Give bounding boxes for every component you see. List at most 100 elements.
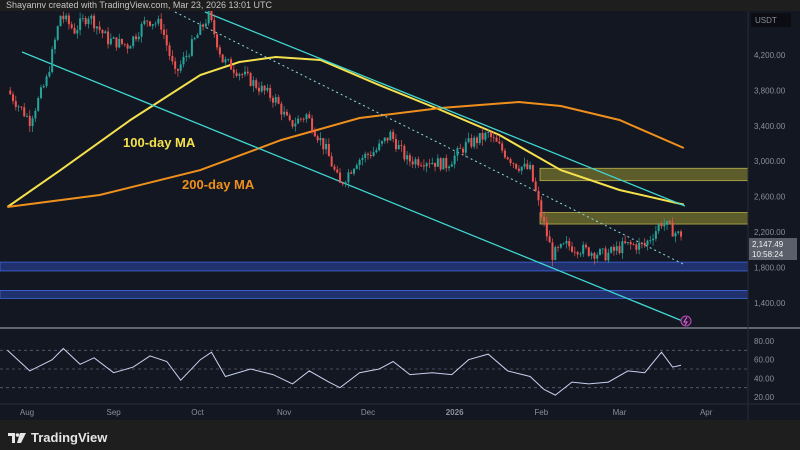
ma100-line[interactable]: [6, 55, 685, 208]
candle: [596, 252, 599, 263]
candle-body: [383, 137, 386, 142]
candle: [571, 241, 574, 253]
candle: [540, 196, 543, 221]
candle: [118, 33, 121, 49]
time-tick-label: 2026: [446, 408, 464, 417]
price-axis[interactable]: 4,200.00 3,800.00 3,400.00 3,000.00 2,600.00…: [754, 51, 786, 308]
candle-body: [266, 87, 269, 91]
candle-body: [327, 144, 330, 157]
candle-body: [366, 153, 369, 155]
candle-body: [543, 216, 546, 223]
candle: [90, 14, 93, 25]
candle: [204, 18, 207, 29]
candle: [470, 133, 473, 149]
candle: [431, 157, 434, 165]
candle: [305, 112, 308, 123]
candle-body: [534, 181, 537, 191]
candle-body: [31, 118, 34, 127]
candle: [263, 84, 266, 95]
candle-body: [375, 150, 378, 153]
channel-lower-line[interactable]: [21, 51, 686, 323]
currency-label: USDT: [755, 16, 777, 25]
candle: [48, 66, 51, 78]
candle-body: [294, 123, 297, 127]
time-axis[interactable]: Aug Sep Oct Nov Dec 2026 Feb Mar Apr: [20, 408, 713, 417]
candle-body: [79, 18, 82, 31]
candle: [364, 151, 367, 163]
candle: [473, 135, 476, 150]
price-tick-label: 1,400.00: [754, 299, 786, 308]
candle: [386, 137, 389, 144]
candle: [190, 35, 193, 57]
currency-badge[interactable]: USDT: [751, 13, 791, 27]
candle-body: [551, 242, 554, 261]
candle-body: [531, 164, 534, 182]
rsi-axis[interactable]: 80.00 60.00 40.00 20.00: [754, 337, 775, 402]
candle: [28, 110, 31, 133]
candle-body: [297, 118, 300, 124]
candle-body: [646, 240, 649, 246]
candle: [666, 220, 669, 230]
candle: [266, 84, 269, 93]
alert-icon[interactable]: [680, 315, 692, 327]
time-tick-label: Apr: [700, 408, 713, 417]
candle-body: [162, 29, 165, 35]
candle-body: [238, 74, 241, 76]
candle-body: [204, 23, 207, 27]
rsi-line[interactable]: [7, 347, 682, 396]
candle-body: [629, 242, 632, 245]
candle-body: [26, 115, 28, 117]
candle-body: [87, 18, 90, 25]
candle: [252, 76, 255, 92]
candle-body: [202, 24, 205, 27]
candle-body: [400, 144, 403, 146]
candle: [188, 53, 191, 59]
candle-body: [554, 247, 557, 261]
channel-upper-line[interactable]: [204, 11, 686, 207]
candle: [565, 235, 568, 249]
rsi-tick-label: 60.00: [754, 356, 775, 365]
candle: [34, 108, 37, 122]
candle-body: [601, 248, 604, 250]
candle-body: [512, 163, 515, 164]
candle: [635, 242, 638, 254]
tradingview-logo[interactable]: TradingView: [8, 430, 107, 445]
time-tick-label: Mar: [613, 408, 627, 417]
support-zone-2[interactable]: [0, 261, 749, 272]
candle: [375, 147, 378, 154]
candle-body: [42, 85, 45, 88]
candle-body: [663, 224, 666, 227]
candle-body: [311, 118, 314, 132]
candle: [255, 77, 258, 90]
candle-body: [369, 154, 372, 157]
rsi-pane: [0, 347, 748, 396]
candle: [107, 27, 110, 49]
candle: [137, 32, 140, 42]
candle-body: [62, 15, 65, 20]
candle: [453, 151, 456, 169]
candle-body: [481, 133, 484, 140]
price-tick-label: 3,800.00: [754, 86, 786, 95]
candle-body: [509, 159, 512, 164]
candle: [171, 50, 174, 65]
candles-layer: [9, 10, 683, 267]
candle-body: [420, 165, 423, 167]
candle-body: [305, 114, 308, 120]
candle-body: [414, 159, 417, 165]
candle: [501, 140, 504, 153]
candle-body: [585, 244, 587, 248]
candle: [529, 161, 532, 171]
candle: [87, 16, 90, 29]
ma200-line[interactable]: [7, 100, 685, 208]
resistance-zone-1[interactable]: [539, 212, 749, 225]
candle: [442, 157, 445, 170]
candle-body: [73, 27, 76, 34]
candle: [392, 129, 395, 143]
candle: [551, 238, 554, 267]
candle: [677, 230, 680, 235]
candle-body: [498, 141, 501, 144]
support-zone-3[interactable]: [0, 290, 749, 299]
candle-body: [260, 85, 263, 92]
candle-body: [635, 244, 638, 250]
